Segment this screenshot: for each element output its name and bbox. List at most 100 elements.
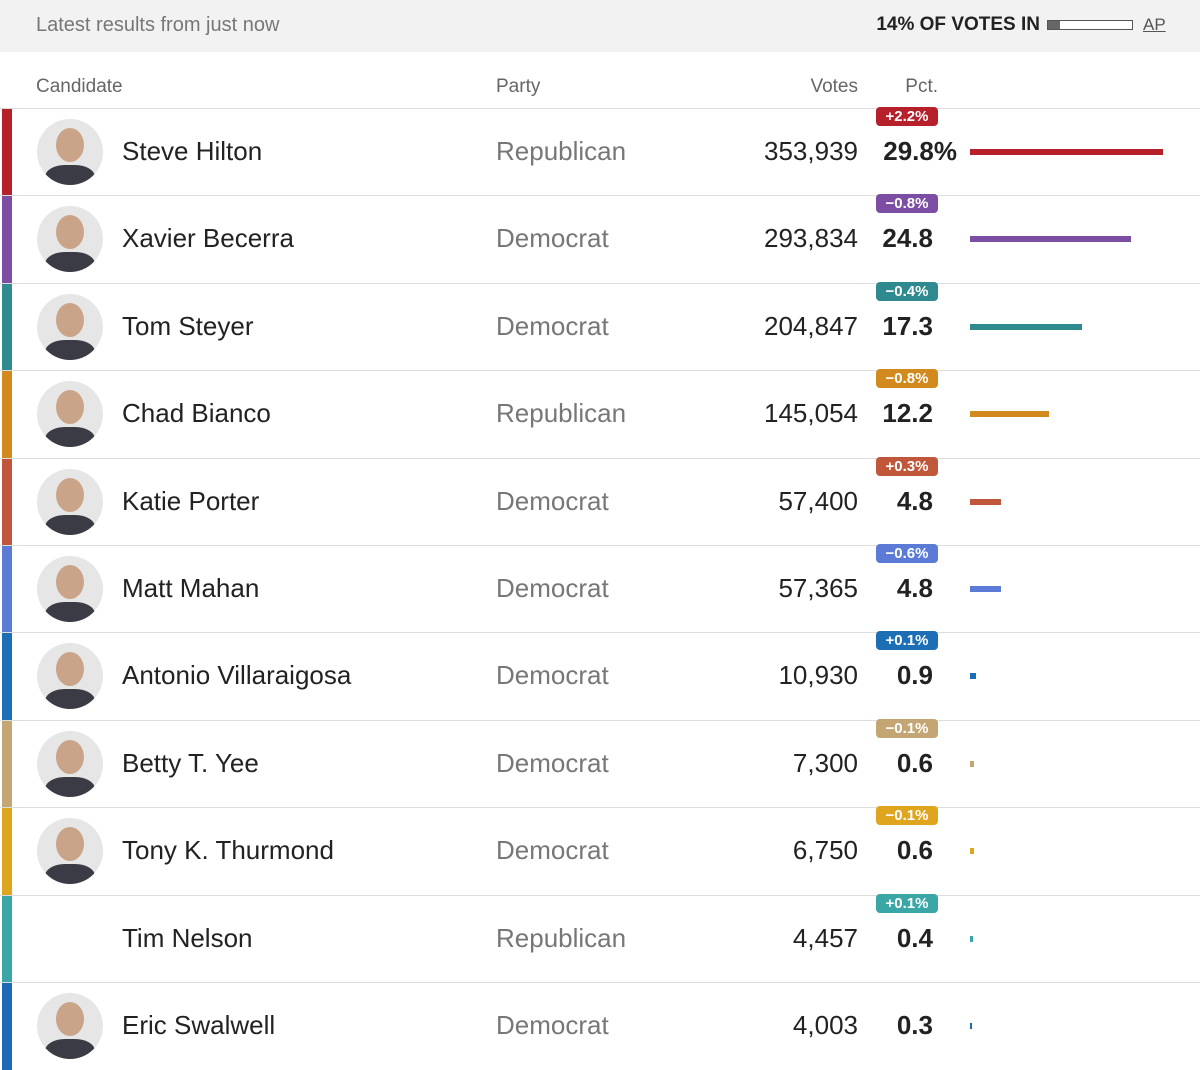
party: Democrat xyxy=(496,223,609,254)
votes-in-text: 14% OF VOTES IN xyxy=(876,14,1040,35)
candidate-name: Betty T. Yee xyxy=(122,747,259,778)
change-badge: −0.8% xyxy=(876,194,938,214)
votes: 10,930 xyxy=(778,660,858,691)
votes: 4,457 xyxy=(792,922,858,953)
photo-body xyxy=(45,776,95,797)
votes: 7,300 xyxy=(792,747,858,778)
photo-body xyxy=(45,339,95,360)
column-header: Party xyxy=(496,76,541,97)
party-stripe xyxy=(2,458,12,546)
candidate-row: Betty T. Yee Democrat 7,300 0.6 −0.1% xyxy=(0,718,1200,808)
photo-head xyxy=(56,652,84,687)
candidate-name: Matt Mahan xyxy=(122,573,260,603)
candidate-photo xyxy=(37,381,103,448)
source-link[interactable]: AP xyxy=(1143,15,1166,34)
pct: 24.8 xyxy=(882,223,933,254)
party-stripe xyxy=(2,633,12,721)
candidate-photo xyxy=(37,468,103,535)
photo-body xyxy=(45,602,95,622)
party-stripe xyxy=(2,196,12,284)
party: Republican xyxy=(496,922,627,953)
candidate-name: Chad Bianco xyxy=(122,398,271,429)
party: Democrat xyxy=(496,835,609,866)
candidate-photo xyxy=(37,206,103,273)
pct: 17.3 xyxy=(882,310,933,341)
party: Democrat xyxy=(496,310,609,341)
pct-bar xyxy=(970,586,1002,592)
photo-head xyxy=(56,739,84,774)
photo-head xyxy=(56,128,84,162)
party-stripe xyxy=(2,895,12,983)
candidate-name: Antonio Villaraigosa xyxy=(122,660,352,691)
candidate-photo xyxy=(37,730,103,797)
votes: 57,400 xyxy=(778,485,858,516)
party-stripe xyxy=(2,109,12,196)
pct: 4.8 xyxy=(896,485,933,516)
photo-head xyxy=(56,302,84,337)
photo-body xyxy=(45,165,95,185)
pct-bar xyxy=(970,498,1002,505)
pct-bar xyxy=(970,935,973,942)
change-badge: +0.1% xyxy=(876,631,938,651)
change-badge: −0.6% xyxy=(876,544,938,563)
party-stripe xyxy=(2,283,12,371)
photo-body xyxy=(45,864,95,885)
candidate-photo xyxy=(37,119,103,185)
pct-bar xyxy=(970,848,974,855)
column-header: Votes xyxy=(810,76,858,97)
votes: 353,939 xyxy=(764,136,858,166)
votes: 57,365 xyxy=(778,573,858,603)
photo-body xyxy=(45,252,95,273)
header-bar: Latest results from just now 14% OF VOTE… xyxy=(0,0,1200,52)
status-text: Latest results from just now xyxy=(36,14,280,36)
pct: 4.8 xyxy=(896,573,933,603)
photo-head xyxy=(56,215,84,250)
candidate-photo xyxy=(37,556,103,622)
party: Republican xyxy=(496,398,627,429)
change-badge: −0.4% xyxy=(876,281,938,301)
progress-fill xyxy=(1048,21,1060,29)
candidate-row: Tom Steyer Democrat 204,847 17.3 −0.4% xyxy=(0,281,1200,371)
candidate-photo xyxy=(37,818,103,885)
candidate-name: Tim Nelson xyxy=(122,922,253,953)
party-stripe xyxy=(2,720,12,808)
change-badge: +0.1% xyxy=(876,893,938,913)
candidate-row: Tim Nelson Republican 4,457 0.4 +0.1% xyxy=(0,893,1200,983)
pct: 0.9 xyxy=(896,660,933,691)
pct: 12.2 xyxy=(882,398,933,429)
pct: 0.6 xyxy=(896,835,933,866)
pct-bar xyxy=(970,411,1049,418)
photo-head xyxy=(56,390,84,425)
party-stripe xyxy=(2,371,12,459)
candidate-row: Katie Porter Democrat 57,400 4.8 +0.3% xyxy=(0,456,1200,546)
pct-bar xyxy=(970,323,1083,330)
candidate-name: Eric Swalwell xyxy=(122,1010,276,1040)
pct-bar xyxy=(970,1023,972,1029)
change-badge: +0.3% xyxy=(876,456,938,476)
candidate-photo xyxy=(37,993,103,1059)
candidate-name: Tony K. Thurmond xyxy=(122,835,334,866)
photo-body xyxy=(45,689,95,710)
pct: 29.8% xyxy=(883,136,957,166)
photo-body xyxy=(45,427,95,448)
party-stripe xyxy=(2,983,12,1070)
pct: 0.6 xyxy=(896,747,933,778)
party: Democrat xyxy=(496,485,609,516)
party: Democrat xyxy=(496,573,609,603)
pct-bar xyxy=(970,673,976,680)
candidate-row: Xavier Becerra Democrat 293,834 24.8 −0.8% xyxy=(0,194,1200,284)
candidate-row: Steve Hilton Republican 353,939 29.8% +2.2% xyxy=(0,107,1200,196)
change-badge: −0.1% xyxy=(876,718,938,738)
votes: 293,834 xyxy=(764,223,858,254)
candidate-photo xyxy=(37,293,103,360)
candidate-photo xyxy=(37,643,103,710)
photo-head xyxy=(56,565,84,599)
photo-head xyxy=(56,827,84,862)
pct-bar xyxy=(970,760,974,767)
change-badge: +2.2% xyxy=(876,107,938,126)
pct-bar xyxy=(970,236,1131,243)
candidate-row: Antonio Villaraigosa Democrat 10,930 0.9 +0.… xyxy=(0,631,1200,721)
column-header: Pct. xyxy=(905,76,938,97)
photo-body xyxy=(45,514,95,535)
